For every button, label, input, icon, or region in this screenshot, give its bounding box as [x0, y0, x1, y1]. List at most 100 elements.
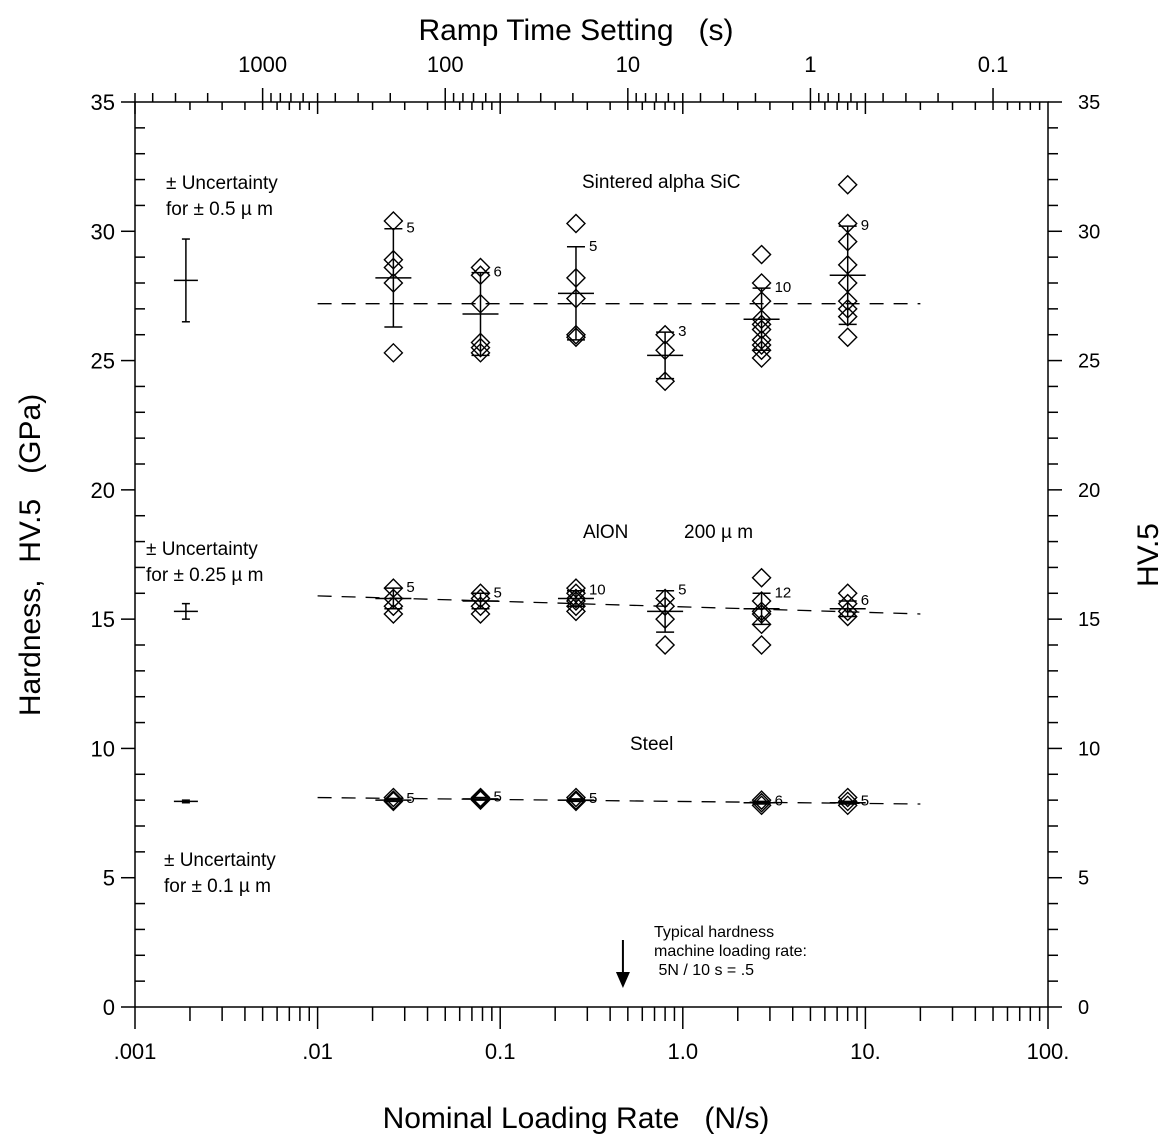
y-tick-label: 5	[103, 866, 115, 891]
sample-count-label: 5	[493, 789, 501, 806]
plot-frame	[134, 101, 1049, 1008]
data-point	[383, 603, 404, 624]
y-tick-label: 35	[91, 90, 115, 115]
data-point	[837, 606, 858, 627]
series-label-alon: AlON	[583, 522, 628, 543]
data-point	[383, 342, 404, 363]
data-point	[470, 787, 491, 808]
sample-count-label: 5	[406, 579, 414, 596]
data-point	[470, 788, 491, 809]
sample-count-label: 5	[589, 238, 597, 255]
data-point	[383, 790, 404, 811]
sample-count-label: 5	[493, 584, 501, 601]
x-tick-label: 100.	[1027, 1039, 1070, 1064]
data-point	[565, 596, 586, 617]
top-tick-label: 1000	[238, 52, 287, 77]
data-point	[751, 792, 772, 813]
sample-count-label: 10	[589, 582, 606, 599]
data-point	[751, 340, 772, 361]
top-tick-label: 100	[427, 52, 464, 77]
y-tick-label: 10	[91, 736, 115, 761]
series-label-sic: Sintered alpha SiC	[582, 172, 740, 193]
data-point	[655, 635, 676, 655]
right-y-tick-label: 0	[1078, 997, 1089, 1019]
axes-layer	[121, 88, 1062, 1029]
data-point	[751, 335, 772, 356]
y-axis-title: Hardness, HV.5 (GPa)	[14, 394, 47, 716]
data-point	[470, 596, 491, 617]
data-point	[470, 337, 491, 358]
uncertainty-label-alon-line1: ± Uncertainty	[146, 539, 258, 560]
y-tick-label: 25	[91, 349, 115, 374]
sample-count-label: 5	[406, 220, 414, 237]
series-label-steel: Steel	[630, 734, 673, 755]
annotation-line-1: Typical hardness	[654, 924, 774, 941]
x-tick-label: 10.	[850, 1039, 881, 1064]
reference-line-2	[317, 796, 921, 805]
x-axis-title: Nominal Loading Rate (N/s)	[383, 1102, 770, 1135]
data-point	[565, 327, 586, 348]
right-y-tick-label: 35	[1078, 92, 1100, 114]
sample-count-label: 12	[775, 584, 792, 601]
sample-count-label: 5	[406, 790, 414, 807]
data-point	[383, 787, 404, 808]
x-tick-label: .01	[302, 1039, 333, 1064]
x-tick-label: 0.1	[485, 1039, 516, 1064]
data-point	[837, 174, 858, 195]
data-point	[837, 306, 858, 327]
data-point	[837, 787, 858, 808]
data-point	[751, 635, 772, 655]
data-point	[565, 601, 586, 622]
x-tick-label: .001	[114, 1039, 157, 1064]
top-x-axis-title: Ramp Time Setting (s)	[418, 14, 733, 47]
sample-count-label: 6	[493, 264, 501, 281]
sample-count-label: 6	[861, 592, 869, 609]
top-tick-label: 10	[616, 52, 640, 77]
uncertainty-label-steel-line2: for ± 0.1 µ m	[164, 876, 271, 897]
data-marks-layer	[173, 174, 866, 988]
data-point	[837, 791, 858, 812]
sample-count-label: 10	[775, 279, 792, 296]
right-y-tick-label: 5	[1078, 868, 1089, 890]
y-tick-label: 0	[103, 995, 115, 1020]
series-label-alon-size: 200 µ m	[684, 522, 753, 543]
sample-count-label: 5	[589, 790, 597, 807]
y-tick-label: 15	[91, 607, 115, 632]
x-tick-label: 1.0	[668, 1039, 699, 1064]
right-y-tick-label: 25	[1078, 351, 1100, 373]
uncertainty-label-alon-line2: for ± 0.25 µ m	[146, 565, 263, 586]
sample-count-label: 9	[861, 217, 869, 234]
annotation-line-3: 5N / 10 s = .5	[654, 962, 754, 979]
y-tick-label: 30	[91, 219, 115, 244]
uncertainty-label-sic-line1: ± Uncertainty	[166, 173, 278, 194]
y-tick-label: 20	[91, 478, 115, 503]
data-point	[751, 567, 772, 588]
data-point	[837, 583, 858, 604]
sample-count-label: 6	[775, 792, 783, 809]
data-point	[751, 614, 772, 635]
sample-count-label: 3	[678, 323, 686, 340]
data-point	[751, 790, 772, 811]
data-point	[565, 790, 586, 811]
right-y-axis-title: HV.5	[1132, 523, 1165, 587]
top-tick-label: 0.1	[978, 52, 1009, 77]
data-point	[565, 213, 586, 234]
data-point	[470, 342, 491, 363]
data-point	[565, 588, 586, 609]
reference-line-1	[317, 595, 921, 615]
right-y-tick-label: 15	[1078, 609, 1100, 631]
uncertainty-label-steel-line1: ± Uncertainty	[164, 850, 276, 871]
data-point	[565, 324, 586, 345]
annotation-line-2: machine loading rate:	[654, 943, 807, 960]
data-point	[751, 347, 772, 368]
data-point	[470, 603, 491, 624]
right-y-tick-label: 10	[1078, 738, 1100, 760]
data-point	[837, 327, 858, 348]
data-point	[383, 210, 404, 231]
top-tick-label: 1	[804, 52, 816, 77]
reference-lines-layer	[317, 303, 921, 805]
data-point	[565, 787, 586, 808]
data-point	[751, 244, 772, 265]
data-point	[383, 596, 404, 617]
